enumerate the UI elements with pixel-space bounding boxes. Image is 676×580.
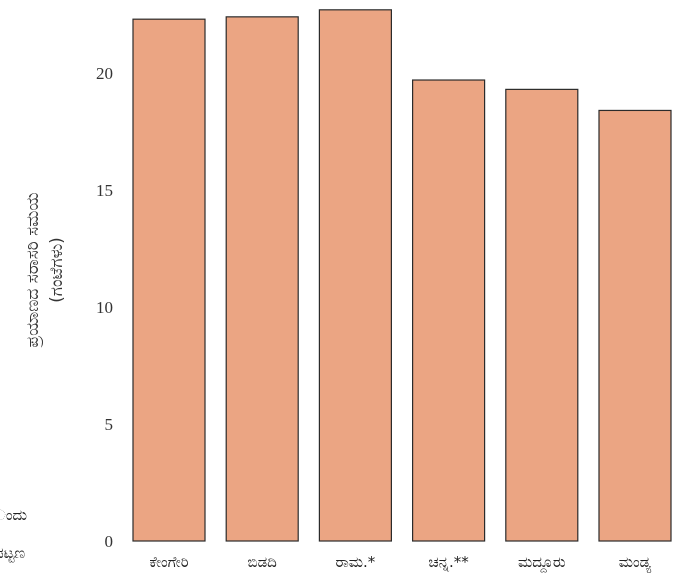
bar-6 (598, 109, 672, 542)
bars (132, 9, 672, 542)
left-edge-text-2: ಪಟ್ಟಣ (0, 544, 25, 562)
x-tick-label: ಕೇಂಗೇರಿ (149, 553, 188, 571)
x-tick-label: ರಾಮ.* (336, 553, 376, 571)
y-tick-label: 0 (105, 532, 114, 551)
y-tick-label: 15 (96, 181, 113, 200)
y-axis-title-line2: (ಗಂಟೆಗಳು) (47, 237, 67, 303)
x-axis-labels: ಕೇಂಗೇರಿ ಬಿಡದಿ ರಾಮ.* ಚನ್ನ.** ಮದ್ದೂರು ಮಂಡ್ಯ (149, 553, 652, 573)
x-tick-label: ಮಂಡ್ಯ (619, 553, 652, 573)
x-tick-label: ಚನ್ನ.** (428, 553, 469, 572)
x-tick-label: ಬಿಡದಿ (248, 553, 278, 571)
y-tick-label: 10 (96, 298, 113, 317)
bar-3 (318, 9, 392, 542)
y-axis-title: ಪ್ರಯಾಣದ ಸರಾಸರಿ ಸಮಯ (ಗಂಟೆಗಳು) (23, 192, 67, 347)
bar-5 (505, 88, 579, 542)
y-tick-label: 20 (96, 64, 113, 83)
x-tick-label: ಮದ್ದೂರು (518, 553, 566, 573)
bar-1 (132, 18, 206, 542)
y-tick-label: 5 (105, 415, 114, 434)
y-axis-title-line1: ಪ್ರಯಾಣದ ಸರಾಸರಿ ಸಮಯ (23, 192, 43, 347)
y-axis-ticks: 0 5 10 15 20 (96, 64, 113, 551)
left-edge-text-1: ಂದು (0, 506, 27, 524)
bar-4 (412, 79, 486, 542)
left-edge-text: ಂದು ಪಟ್ಟಣ (0, 506, 27, 562)
bar-2 (225, 16, 299, 542)
